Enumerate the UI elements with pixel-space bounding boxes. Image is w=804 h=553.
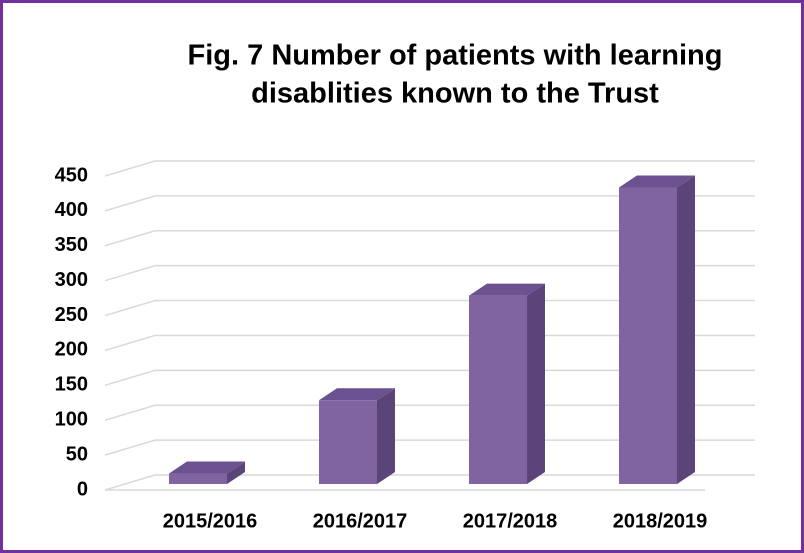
x-tick-label: 2016/2017 bbox=[313, 510, 408, 532]
y-tick-label: 150 bbox=[55, 374, 88, 396]
grid-line bbox=[104, 299, 156, 317]
grid-line bbox=[104, 230, 156, 247]
bar-side bbox=[227, 461, 245, 484]
grid-line bbox=[104, 195, 156, 212]
bar bbox=[469, 295, 527, 484]
bar bbox=[319, 400, 377, 484]
bar-top bbox=[319, 388, 395, 401]
bar bbox=[619, 187, 677, 484]
y-tick-label: 250 bbox=[55, 304, 88, 326]
grid-line bbox=[104, 474, 156, 491]
y-tick-label: 100 bbox=[55, 409, 88, 431]
y-tick-label: 300 bbox=[55, 269, 88, 291]
x-tick-label: 2017/2018 bbox=[463, 510, 558, 532]
y-tick-label: 400 bbox=[55, 199, 88, 221]
x-tick-label: 2015/2016 bbox=[163, 510, 258, 532]
y-tick-label: 50 bbox=[66, 443, 88, 465]
bar-top bbox=[169, 461, 245, 474]
chart-title: disablities known to the Trust bbox=[251, 78, 659, 110]
bar-top bbox=[469, 283, 545, 296]
y-tick-label: 0 bbox=[77, 478, 88, 500]
y-tick-label: 200 bbox=[55, 339, 88, 361]
x-tick-label: 2018/2019 bbox=[613, 510, 708, 532]
bar bbox=[169, 473, 227, 484]
bar-side bbox=[377, 388, 395, 484]
bar-side bbox=[527, 283, 545, 484]
grid-line bbox=[104, 404, 156, 421]
grid-line bbox=[104, 439, 156, 456]
bar-side bbox=[677, 175, 695, 484]
grid-line bbox=[104, 369, 156, 387]
y-tick-label: 350 bbox=[55, 234, 88, 256]
chart-title: Fig. 7 Number of patients with learning bbox=[188, 40, 723, 72]
bar-top bbox=[619, 175, 695, 188]
y-tick-label: 450 bbox=[55, 164, 88, 186]
grid-line bbox=[104, 264, 156, 282]
grid-line bbox=[104, 334, 156, 352]
grid-line bbox=[104, 160, 156, 177]
